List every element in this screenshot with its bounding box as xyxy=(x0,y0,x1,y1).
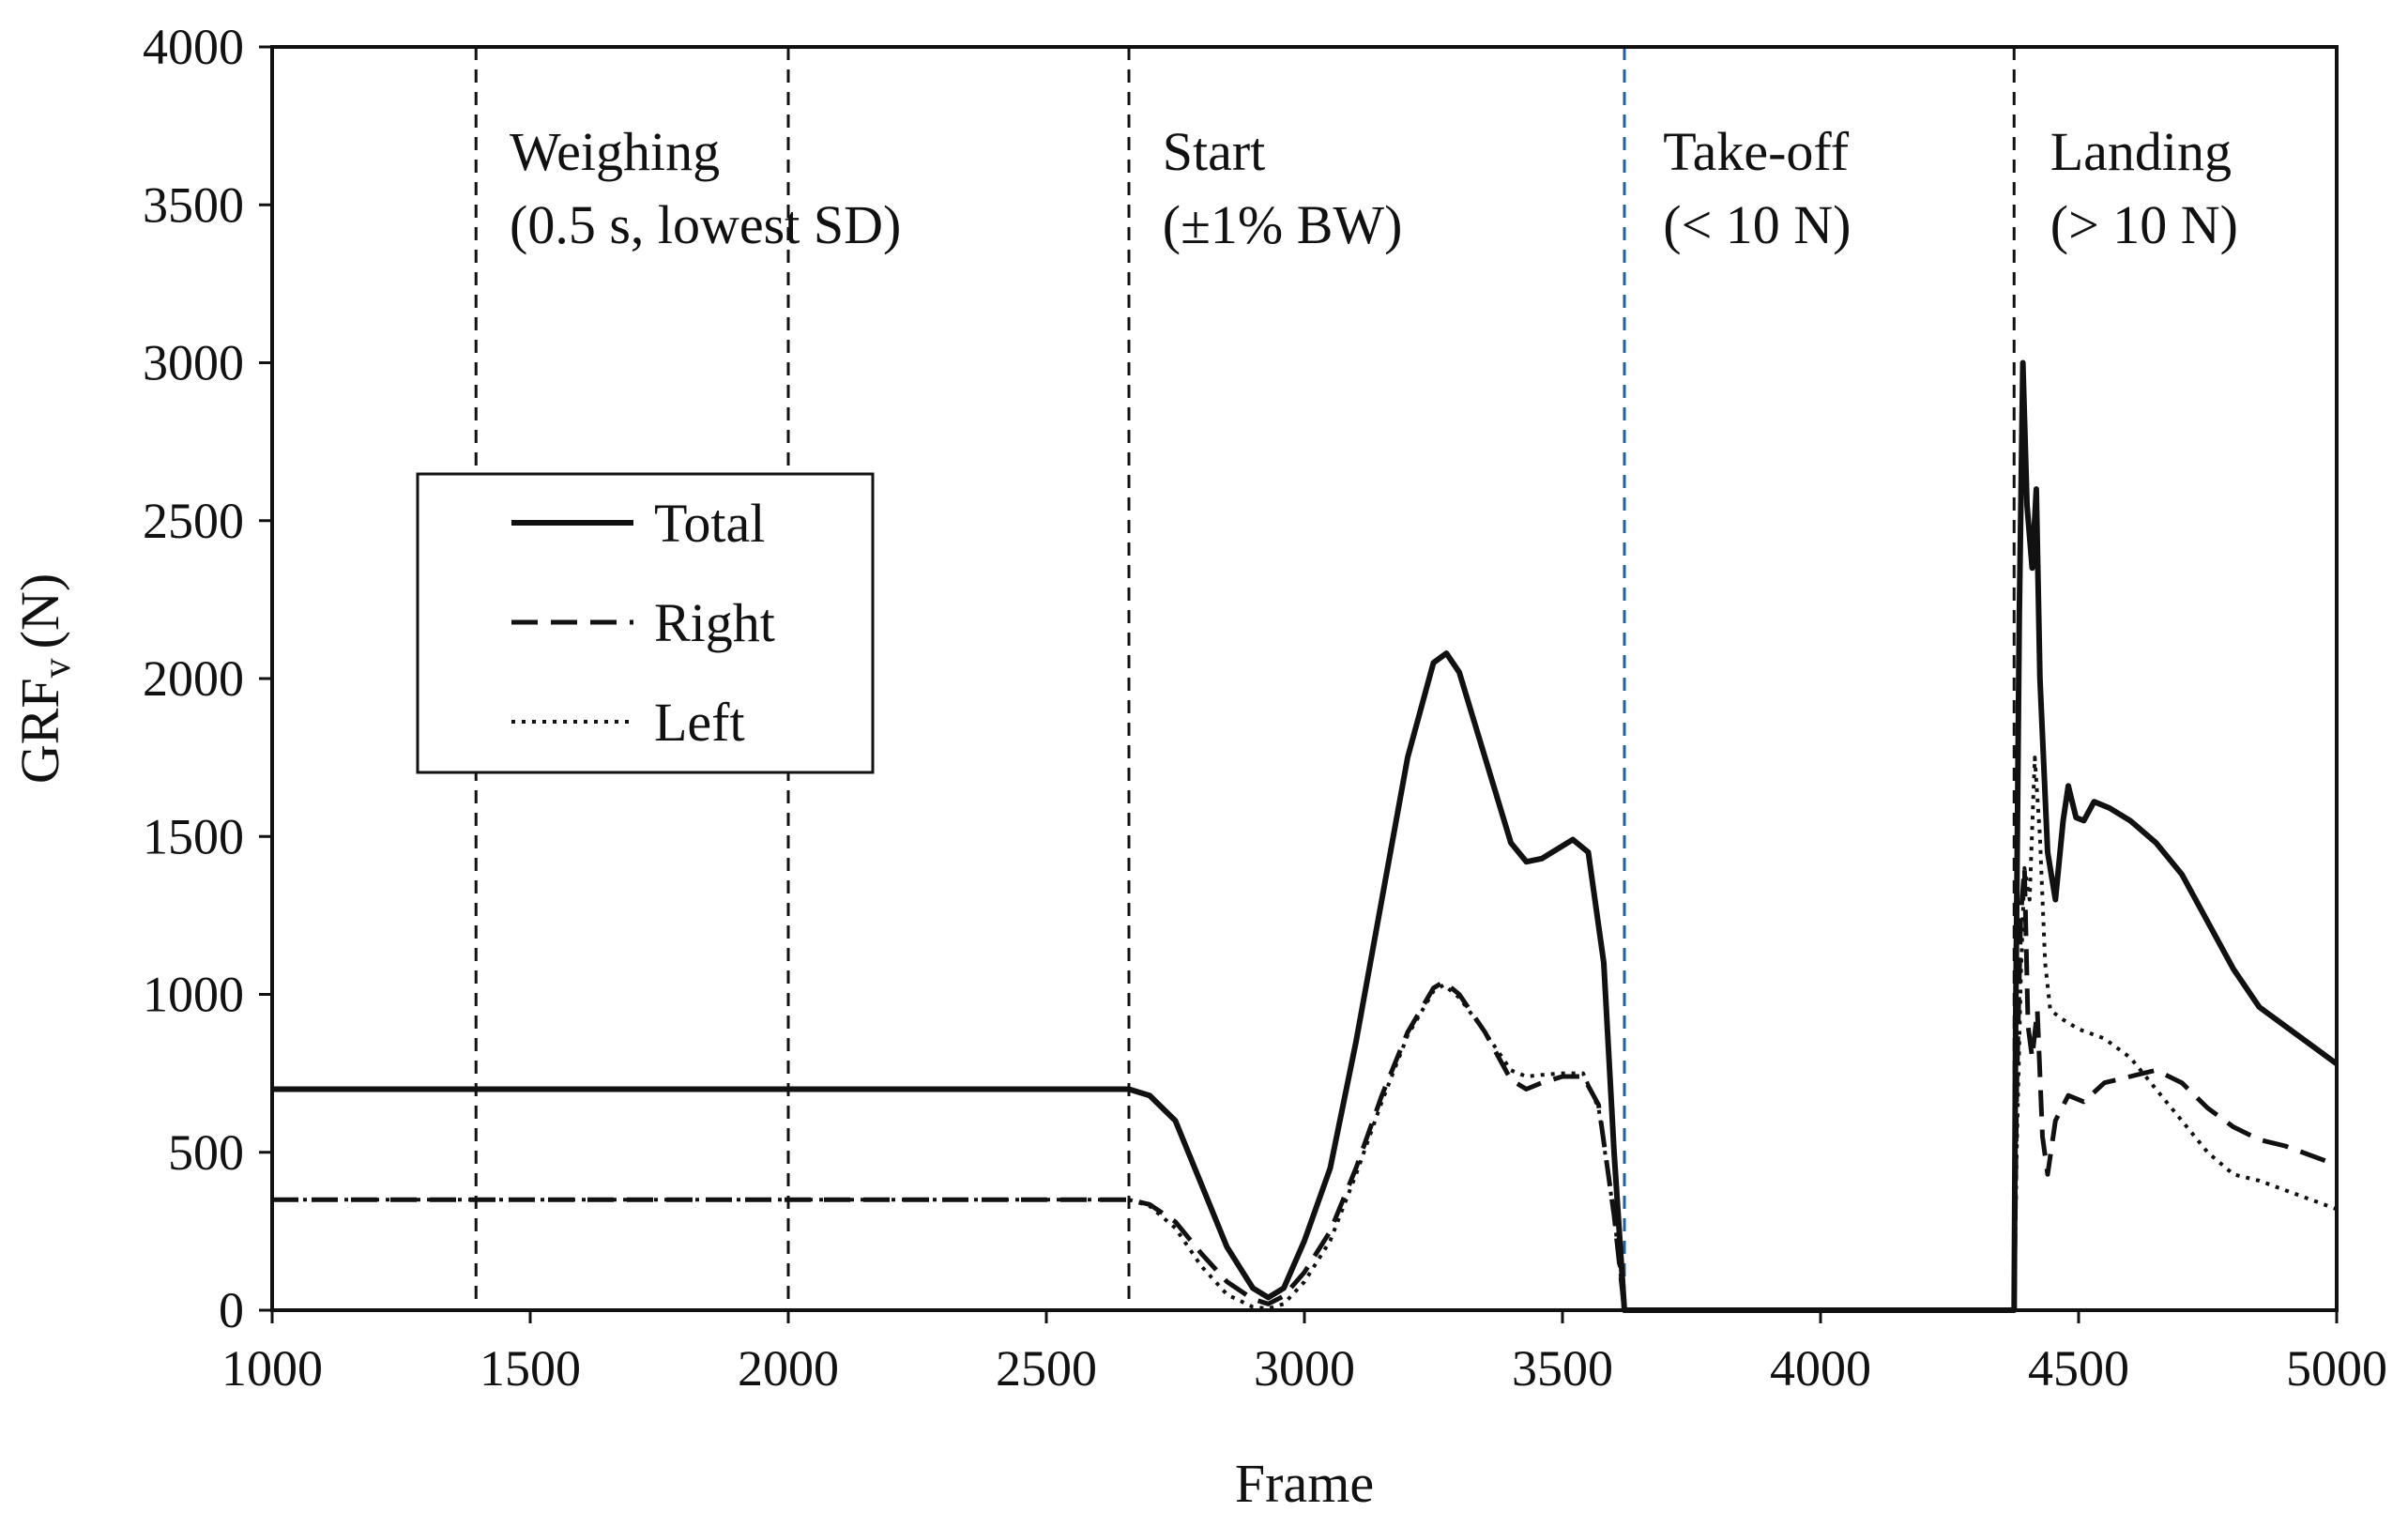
phase-annotation-line: (±1% BW) xyxy=(1163,194,1403,255)
legend-label-right: Right xyxy=(654,592,775,653)
series-line-total xyxy=(272,359,2339,1313)
phase-annotation-line: Start xyxy=(1163,121,1266,182)
y-tick-label: 2000 xyxy=(143,650,244,707)
x-tick-label: 4500 xyxy=(2028,1340,2129,1397)
y-tick-label: 2500 xyxy=(143,493,244,549)
x-axis-title: Frame xyxy=(1235,1453,1374,1514)
y-tick-label: 500 xyxy=(168,1124,244,1181)
y-tick-label: 4000 xyxy=(143,19,244,75)
x-tick-label: 3000 xyxy=(1254,1340,1355,1397)
series-line-right xyxy=(272,865,2338,1313)
y-tick-label: 3500 xyxy=(143,176,244,233)
phase-annotation-line: (> 10 N) xyxy=(2050,194,2238,255)
legend: Total Right Left xyxy=(416,472,875,774)
legend-label-left: Left xyxy=(654,692,745,753)
y-tick-label: 0 xyxy=(219,1282,244,1338)
x-tick-label: 1500 xyxy=(480,1340,581,1397)
y-axis-title-unit: (N) xyxy=(9,573,70,649)
legend-box xyxy=(416,472,875,774)
x-tick-label: 2500 xyxy=(996,1340,1097,1397)
y-axis-title-subscript: v xyxy=(36,658,79,678)
phase-annotation-line: (0.5 s, lowest SD) xyxy=(510,194,901,255)
series-line-left xyxy=(272,756,2338,1312)
phase-annotation-line: Weighing xyxy=(510,121,720,182)
phase-annotation-line: Take-off xyxy=(1663,121,1849,182)
svg-text:GRFv(N): GRFv (N) xyxy=(9,573,79,784)
x-tick-label: 2000 xyxy=(738,1340,839,1397)
x-tick-label: 4000 xyxy=(1770,1340,1871,1397)
x-tick-label: 1000 xyxy=(221,1340,323,1397)
y-tick-label: 3000 xyxy=(143,335,244,391)
x-tick-label: 3500 xyxy=(1512,1340,1613,1397)
y-axis-title: GRFv (N) xyxy=(9,573,79,784)
phase-annotation-line: (< 10 N) xyxy=(1663,194,1851,255)
x-tick-label: 5000 xyxy=(2286,1340,2387,1397)
y-axis-title-main: GRF xyxy=(9,678,70,784)
phase-annotation-line: Landing xyxy=(2050,121,2232,182)
y-axis-ticks: 0 500 1000 1500 2000 2500 3000 3500 4000 xyxy=(143,19,272,1338)
legend-label-total: Total xyxy=(654,493,765,554)
phase-annotations: Weighing (0.5 s, lowest SD) Start (±1% BW) T… xyxy=(510,121,2238,255)
y-tick-label: 1500 xyxy=(143,808,244,864)
series-lines xyxy=(272,359,2339,1313)
x-axis-ticks: 1000 1500 2000 2500 3000 3500 4000 4500 5000 xyxy=(221,1310,2387,1397)
y-tick-label: 1000 xyxy=(143,967,244,1023)
